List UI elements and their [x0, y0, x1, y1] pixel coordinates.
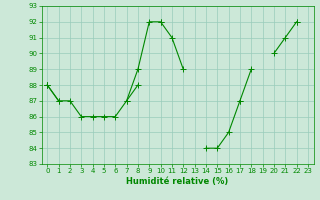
X-axis label: Humidité relative (%): Humidité relative (%): [126, 177, 229, 186]
